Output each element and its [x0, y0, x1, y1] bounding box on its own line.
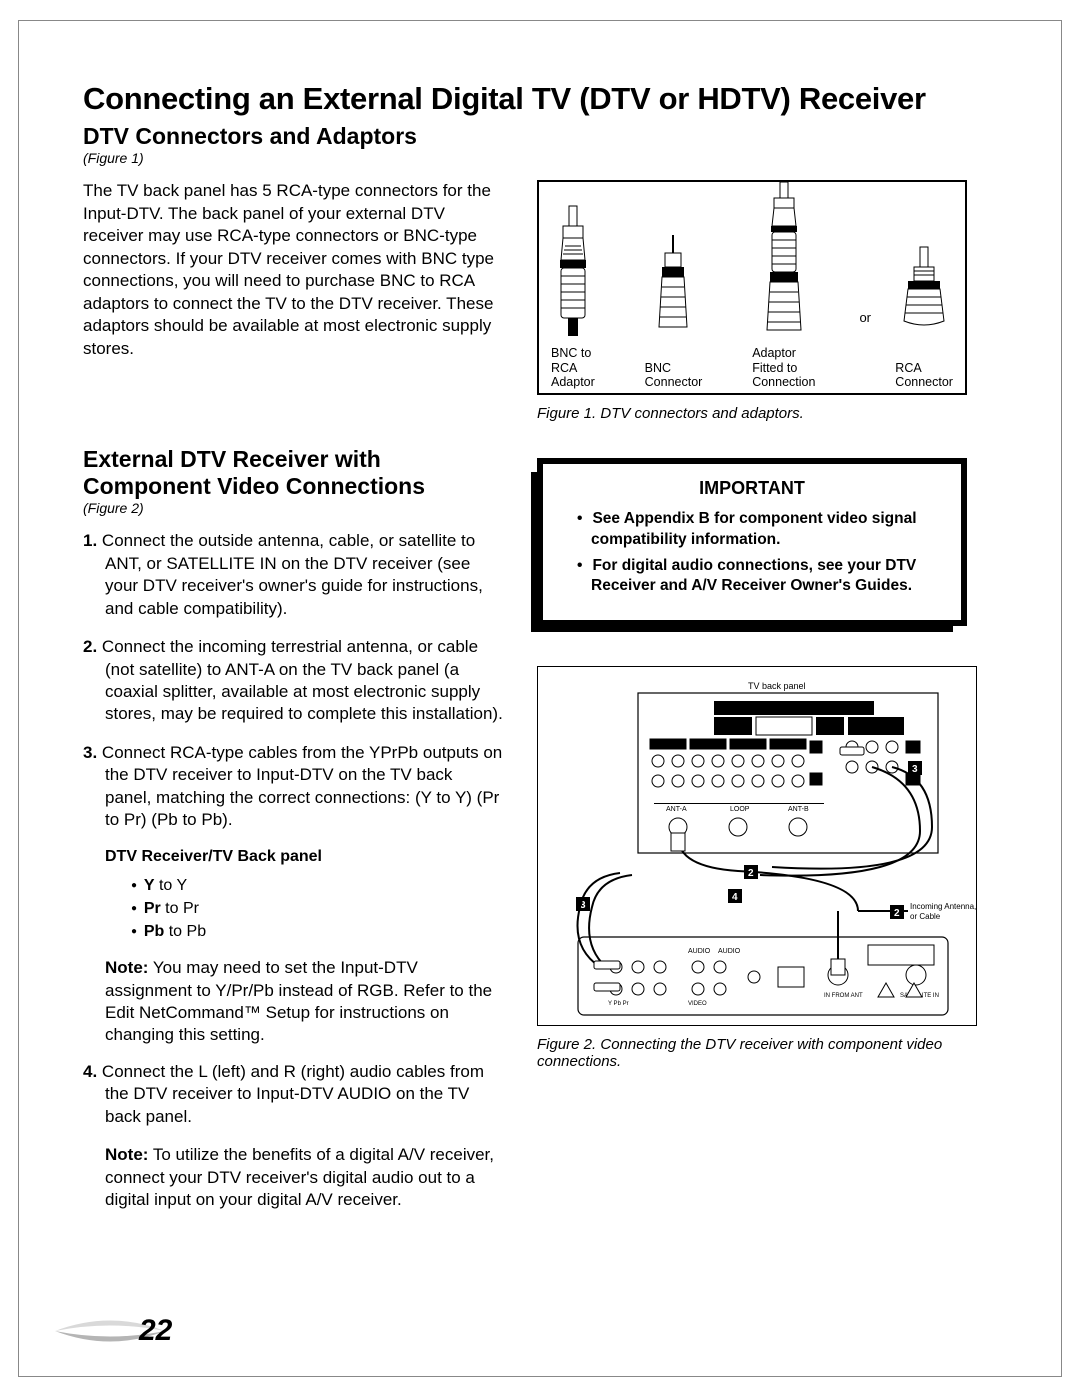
connector-rca: RCA Connector	[895, 245, 953, 390]
svg-text:Y Pb Pr: Y Pb Pr	[608, 1001, 629, 1007]
svg-text:LOOP: LOOP	[730, 806, 750, 813]
figure2-box: TV back panel	[537, 666, 977, 1026]
mapping-pr: Pr to Pr	[131, 897, 503, 920]
figure1-box: BNC to RCA Adaptor BNC Connector	[537, 180, 967, 395]
step-4: 4. Connect the L (left) and R (right) au…	[83, 1061, 503, 1128]
section1-columns: The TV back panel has 5 RCA-type connect…	[83, 180, 1023, 422]
important-callout: IMPORTANT See Appendix B for component v…	[537, 458, 967, 626]
note-2: Note: To utilize the benefits of a digit…	[105, 1144, 503, 1211]
back-panel-subheading: DTV Receiver/TV Back panel	[105, 848, 503, 866]
svg-text:2: 2	[748, 868, 754, 879]
step-4-list: 4. Connect the L (left) and R (right) au…	[83, 1061, 503, 1128]
svg-text:AUDIO: AUDIO	[688, 948, 711, 955]
connector-adaptor-fitted: Adaptor Fitted to Connection	[752, 180, 815, 389]
step-2: 2. Connect the incoming terrestrial ante…	[83, 636, 503, 726]
figure2-caption: Figure 2. Connecting the DTV receiver wi…	[537, 1036, 957, 1070]
svg-text:AUDIO: AUDIO	[718, 948, 741, 955]
important-list: See Appendix B for component video signa…	[561, 509, 943, 596]
step-3: 3. Connect RCA-type cables from the YPrP…	[83, 742, 503, 832]
step-1: 1. Connect the outside antenna, cable, o…	[83, 530, 503, 620]
connector-bnc-to-rca: BNC to RCA Adaptor	[551, 200, 595, 389]
page-number: 22	[139, 1314, 172, 1348]
section2-left: External DTV Receiver with Component Vid…	[83, 446, 503, 1225]
section2-right: IMPORTANT See Appendix B for component v…	[537, 446, 997, 1070]
svg-text:or Cable: or Cable	[910, 912, 941, 921]
section1-left: The TV back panel has 5 RCA-type connect…	[83, 180, 503, 374]
section1-figref: (Figure 1)	[83, 150, 1023, 166]
svg-text:4: 4	[732, 892, 738, 903]
section1-paragraph: The TV back panel has 5 RCA-type connect…	[83, 180, 503, 360]
page-number-wrap: 22	[55, 1314, 172, 1348]
important-item-2: For digital audio connections, see your …	[561, 556, 943, 596]
tv-back-panel-label: TV back panel	[748, 681, 806, 691]
page-title: Connecting an External Digital TV (DTV o…	[83, 81, 1023, 117]
section2-heading: External DTV Receiver with Component Vid…	[83, 446, 463, 499]
important-title: IMPORTANT	[561, 478, 943, 499]
page-frame: Connecting an External Digital TV (DTV o…	[18, 20, 1062, 1377]
page-content: Connecting an External Digital TV (DTV o…	[83, 81, 1023, 1226]
section2-columns: External DTV Receiver with Component Vid…	[83, 446, 1023, 1225]
bnc-connector-icon	[656, 235, 690, 355]
section2-figref: (Figure 2)	[83, 500, 503, 516]
svg-text:ANT-A: ANT-A	[666, 806, 687, 813]
connector-bnc: BNC Connector	[645, 235, 703, 390]
svg-text:IN FROM ANT: IN FROM ANT	[824, 993, 863, 999]
svg-text:3: 3	[912, 764, 918, 775]
connector-label: BNC Connector	[645, 361, 703, 390]
note-1: Note: You may need to set the Input-DTV …	[105, 957, 503, 1047]
section1-right: BNC to RCA Adaptor BNC Connector	[537, 180, 997, 422]
important-item-1: See Appendix B for component video signa…	[561, 509, 943, 549]
figure2-diagram-icon: TV back panel	[538, 667, 978, 1027]
svg-text:ANT-B: ANT-B	[788, 806, 809, 813]
svg-text:VIDEO: VIDEO	[688, 1001, 707, 1007]
connector-label: RCA Connector	[895, 361, 953, 390]
mapping-y: Y to Y	[131, 874, 503, 897]
mapping-pb: Pb to Pb	[131, 920, 503, 943]
back-panel-mapping-list: Y to Y Pr to Pr Pb to Pb	[131, 874, 503, 944]
svg-text:2: 2	[894, 908, 900, 919]
connector-label: Adaptor Fitted to Connection	[752, 346, 815, 389]
incoming-antenna-label: Incoming Antenna,	[910, 902, 976, 911]
rca-connector-icon	[902, 245, 946, 355]
section1-heading: DTV Connectors and Adaptors	[83, 123, 1023, 149]
section2-steps: 1. Connect the outside antenna, cable, o…	[83, 530, 503, 831]
connector-label: BNC to RCA Adaptor	[551, 346, 595, 389]
bnc-to-rca-adaptor-icon	[553, 200, 593, 340]
adaptor-fitted-icon	[764, 180, 804, 340]
figure1-or-label: or	[859, 310, 871, 325]
figure1-caption: Figure 1. DTV connectors and adaptors.	[537, 405, 997, 422]
